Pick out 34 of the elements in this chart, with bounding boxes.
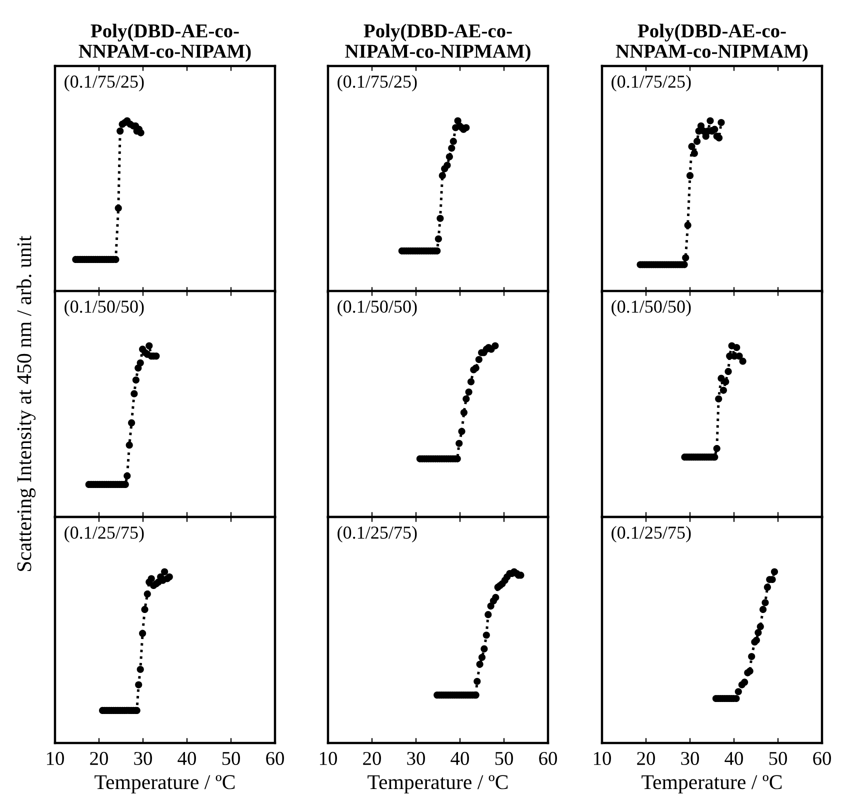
y-axis-title: Scattering Intensity at 450 nm / arb. unit xyxy=(16,236,36,571)
x-tick-label: 40 xyxy=(724,752,743,766)
x-tick-label: 60 xyxy=(813,752,831,766)
x-axis-title: Temperature / ºC xyxy=(94,775,235,794)
text: (0.1/25/75) xyxy=(64,526,144,542)
text: (0.1/75/25) xyxy=(64,75,144,92)
x-tick-label: 10 xyxy=(46,752,64,766)
chart-title: Poly(DBD-AE-co- NNPAM-co-NIPAM) xyxy=(78,24,251,62)
text: (0.1/25/75) xyxy=(338,526,417,542)
text: (0.1/50/50) xyxy=(64,300,144,316)
text: (0.1/75/25) xyxy=(612,75,691,92)
x-tick-label: 20 xyxy=(363,752,381,766)
text: (0.1/75/25) xyxy=(338,75,417,92)
x-tick-label: 20 xyxy=(637,752,655,766)
x-tick-label: 20 xyxy=(90,752,108,766)
x-tick-label: 50 xyxy=(769,752,787,766)
x-axis-title: Temperature / ºC xyxy=(642,775,782,794)
x-tick-label: 30 xyxy=(681,752,699,766)
x-axis-title: Temperature / ºC xyxy=(368,775,508,794)
x-tick-label: 60 xyxy=(539,752,557,766)
text: (0.1/25/75) xyxy=(612,526,691,542)
x-tick-label: 60 xyxy=(266,752,284,766)
chart-title: Poly(DBD-AE-co- NIPAM-co-NIPMAM) xyxy=(345,24,530,62)
chart-title: Poly(DBD-AE-co- NNPAM-co-NIPMAM) xyxy=(616,24,808,62)
text: (0.1/50/50) xyxy=(338,300,417,316)
x-tick-label: 50 xyxy=(222,752,240,766)
x-tick-label: 40 xyxy=(450,752,469,766)
x-tick-label: 50 xyxy=(495,752,513,766)
x-tick-label: 30 xyxy=(134,752,152,766)
x-tick-label: 30 xyxy=(407,752,425,766)
x-tick-label: 10 xyxy=(594,752,611,766)
text: (0.1/50/50) xyxy=(612,300,691,316)
x-tick-label: 40 xyxy=(178,752,196,766)
x-tick-label: 10 xyxy=(320,752,337,766)
